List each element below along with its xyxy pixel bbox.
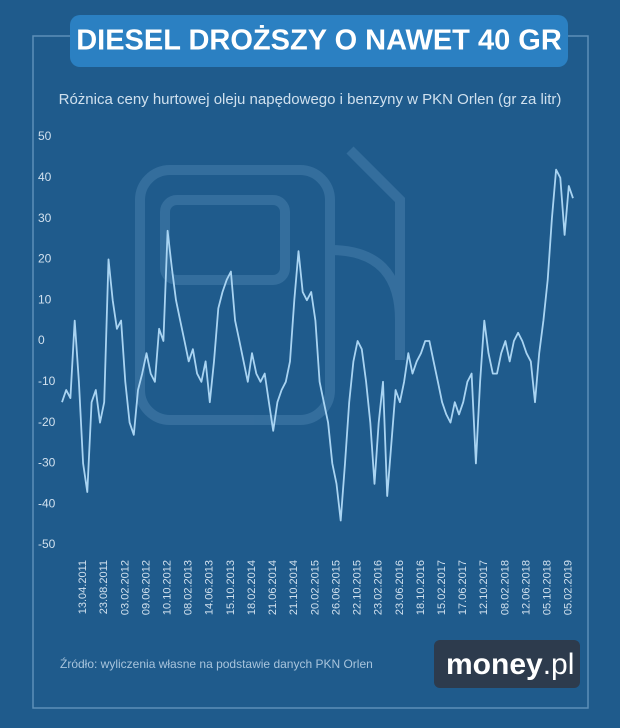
- y-tick-label: -40: [38, 496, 56, 510]
- line: [61, 168, 574, 522]
- x-tick-label: 05.10.2018: [542, 560, 554, 615]
- title-banner: [70, 15, 568, 67]
- y-tick-label: 0: [38, 333, 45, 347]
- x-tick-label: 26.06.2015: [330, 560, 342, 615]
- x-tick-label: 12.10.2017: [478, 560, 490, 615]
- logo-suffix: .pl: [543, 648, 575, 681]
- x-tick-label: 18.10.2016: [415, 560, 427, 615]
- chart-subtitle: Różnica ceny hurtowej oleju napędowego i…: [59, 91, 562, 108]
- x-tick-label: 21.06.2014: [267, 560, 279, 615]
- y-tick-label: 50: [38, 129, 52, 143]
- y-tick-label: 20: [38, 252, 52, 266]
- y-tick-label: 10: [38, 292, 52, 306]
- x-tick-label: 10.10.2012: [161, 560, 173, 615]
- y-tick-label: -20: [38, 415, 56, 429]
- y-tick-label: -10: [38, 374, 56, 388]
- x-tick-label: 05.02.2019: [563, 560, 575, 615]
- x-tick-label: 17.06.2017: [457, 560, 469, 615]
- chart-title: DIESEL DROŻSZY O NAWET 40 GR: [76, 25, 562, 57]
- y-tick-label: -30: [38, 456, 56, 470]
- x-tick-label: 18.02.2014: [246, 560, 258, 615]
- x-tick-label: 13.04.2011: [77, 560, 89, 614]
- y-tick-label: 40: [38, 170, 52, 184]
- x-tick-label: 03.02.2012: [119, 560, 131, 615]
- fuel-icon: [135, 146, 405, 425]
- x-tick-label: 22.10.2015: [352, 560, 364, 615]
- y-tick-label: 30: [38, 211, 52, 225]
- x-tick-label: 23.02.2016: [373, 560, 385, 615]
- x-tick-label: 15.02.2017: [436, 560, 448, 615]
- x-tick-label: 14.06.2013: [204, 560, 216, 615]
- source: Źródło: wyliczenia własne na podstawie d…: [60, 656, 373, 671]
- x-tick-label: 08.02.2013: [183, 560, 195, 615]
- x-tick-label: 21.10.2014: [288, 560, 300, 615]
- logo-name: money: [446, 648, 543, 681]
- x-tick-label: 09.06.2012: [140, 560, 152, 615]
- logo: money.pl: [446, 648, 574, 681]
- x-tick-label: 12.06.2018: [520, 560, 532, 615]
- logo-box: [434, 640, 580, 688]
- x-tick-label: 23.06.2016: [394, 560, 406, 615]
- x-tick-label: 20.02.2015: [309, 560, 321, 615]
- y-tick-label: -50: [38, 537, 56, 551]
- x-tick-label: 08.02.2018: [499, 560, 511, 615]
- x-tick-label: 23.08.2011: [98, 560, 110, 614]
- x-tick-label: 15.10.2013: [225, 560, 237, 615]
